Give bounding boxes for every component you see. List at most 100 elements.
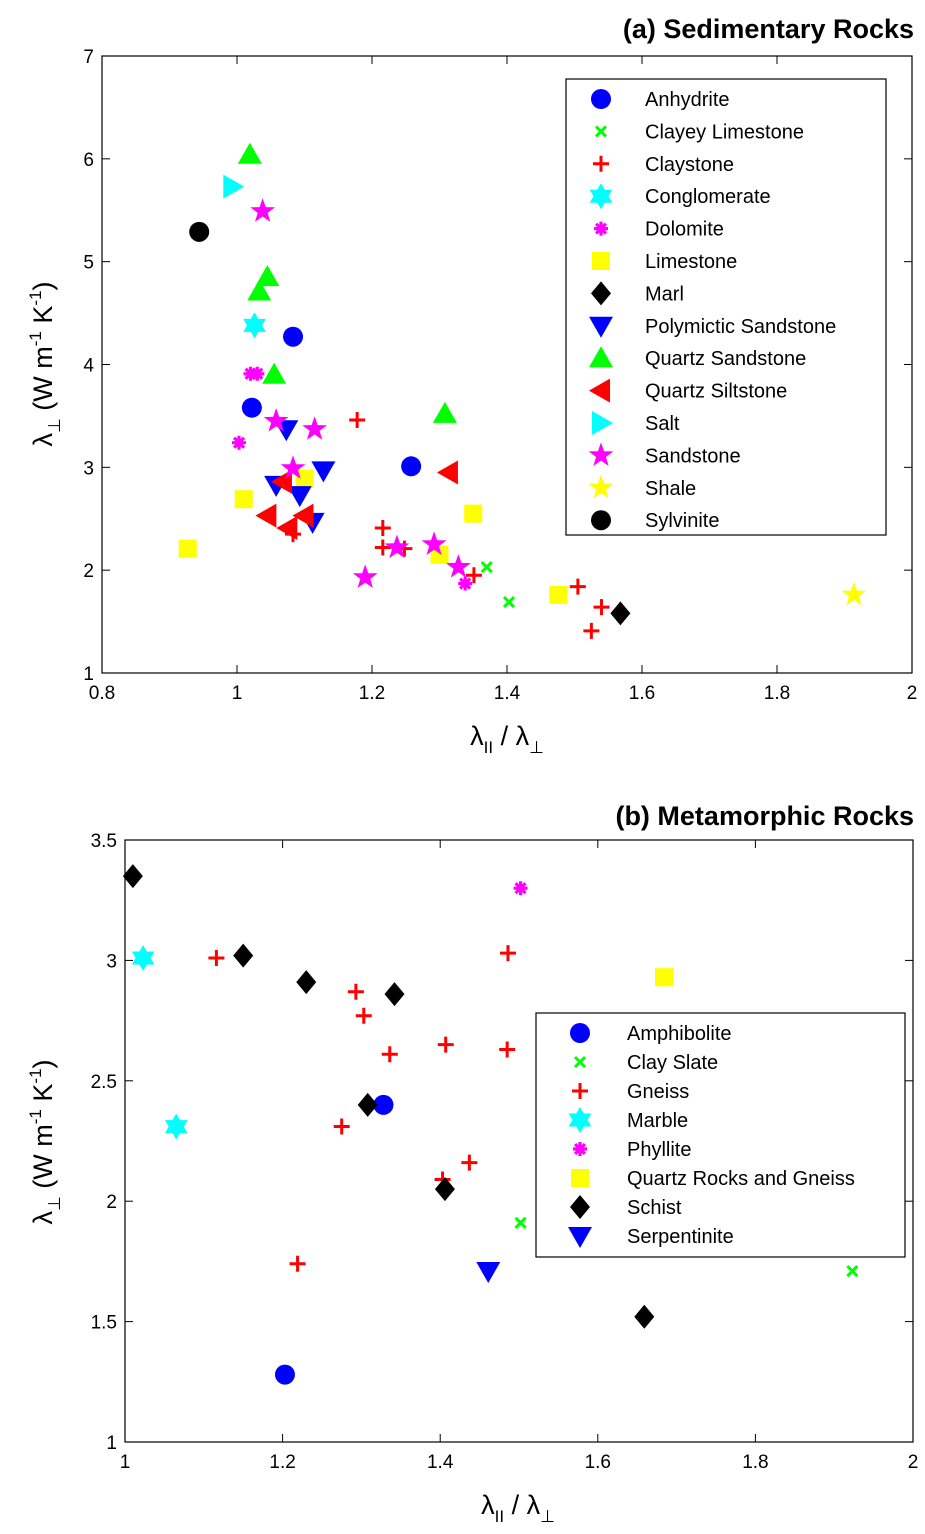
chart-a-legend-marker-shale bbox=[588, 474, 614, 499]
chart-b-point-amphibolite bbox=[274, 1364, 295, 1385]
chart-a-point-quartz-sandstone bbox=[432, 401, 457, 423]
chart-a-point-limestone bbox=[549, 585, 568, 604]
chart-a-legend-marker-sandstone bbox=[588, 442, 614, 466]
chart-b-point-schist bbox=[384, 982, 405, 1007]
chart-a-point-limestone bbox=[178, 539, 197, 558]
chart-a-point-claystone bbox=[583, 622, 600, 639]
chart-b-point-gneiss bbox=[355, 1007, 372, 1024]
chart-a-legend-label-sandstone: Sandstone bbox=[645, 445, 741, 467]
chart-a-point-dolomite bbox=[232, 435, 246, 450]
chart-a-legend-label-quartz-sandstone: Quartz Sandstone bbox=[645, 348, 806, 370]
chart-a-point-quartz-siltstone bbox=[436, 460, 458, 485]
chart-a-point-polymictic-sandstone bbox=[287, 486, 312, 508]
chart-a-point-sandstone bbox=[352, 564, 378, 588]
chart-metamorphic: (b) Metamorphic Rocks 1 1.2 1.4 1.6 1.8 2 1 1.5… bbox=[26, 801, 918, 1526]
chart-b-legend-marker-gneiss bbox=[572, 1083, 588, 1099]
chart-a-point-sandstone bbox=[302, 416, 327, 440]
chart-a-point-quartz-siltstone bbox=[292, 503, 314, 528]
chart-a-legend: Anhydrite Clayey Limestone Claystone Conglo… bbox=[565, 78, 887, 536]
chart-a-point-conglomerate bbox=[243, 312, 266, 339]
chart-a-point-claystone bbox=[593, 599, 610, 616]
chart-b-legend-label-amphibolite: Amphibolite bbox=[627, 1023, 732, 1045]
chart-b-point-marble bbox=[131, 945, 155, 971]
chart-a-point-quartz-siltstone bbox=[255, 503, 277, 528]
chart-b-legend-marker-serpentinite bbox=[568, 1227, 592, 1248]
chart-b-points bbox=[122, 864, 859, 1385]
chart-b-legend-label-gneiss: Gneiss bbox=[627, 1081, 689, 1103]
chart-a-y-tick-label: 4 bbox=[83, 356, 94, 377]
chart-sedimentary: (a) Sedimentary Rocks 0.8 1 1.2 1.4 1.6 1.8 21… bbox=[26, 14, 917, 757]
chart-a-legend-marker-marl bbox=[591, 281, 611, 306]
chart-b-x-tick-label: 1.2 bbox=[269, 1452, 295, 1473]
chart-b-x-tick-label: 1 bbox=[120, 1452, 131, 1473]
chart-b-x-tick-label: 1.6 bbox=[585, 1452, 611, 1473]
chart-a-legend-marker-conglomerate bbox=[589, 183, 613, 210]
chart-a-legend-marker-limestone bbox=[592, 252, 610, 270]
chart-a-point-claystone bbox=[374, 520, 391, 537]
chart-a-legend-marker-sylvinite bbox=[591, 510, 611, 531]
chart-b-point-gneiss bbox=[437, 1036, 454, 1053]
chart-a-legend-marker-polymictic-sandstone bbox=[589, 316, 613, 338]
chart-b-legend: Amphibolite Clay Slate Gneiss Marble Phyllit… bbox=[535, 1012, 906, 1258]
chart-b-x-tick-label: 2 bbox=[908, 1452, 919, 1473]
chart-b-y-tick-label: 2 bbox=[106, 1192, 117, 1213]
chart-a-y-axis-label: λ⊥ (W m-1 K-1) bbox=[26, 281, 64, 446]
chart-b-legend-marker-phyllite bbox=[573, 1142, 587, 1156]
chart-a-point-marl bbox=[610, 601, 631, 626]
chart-b-legend-marker-marble bbox=[568, 1107, 592, 1133]
chart-b-y-tick-label: 3 bbox=[106, 951, 117, 972]
chart-b-legend-marker-schist bbox=[570, 1195, 590, 1219]
chart-b-point-schist bbox=[634, 1304, 655, 1329]
chart-a-x-tick-label: 1.6 bbox=[629, 683, 655, 704]
chart-b-point-marble bbox=[165, 1113, 188, 1140]
chart-a-point-limestone bbox=[295, 469, 314, 488]
chart-a-legend-label-conglomerate: Conglomerate bbox=[645, 186, 771, 208]
chart-a-point-clayey-limestone bbox=[502, 595, 516, 609]
chart-b-y-tick-label: 1.5 bbox=[91, 1313, 117, 1334]
chart-a-point-anhydrite bbox=[401, 456, 422, 477]
chart-a-point-quartz-sandstone bbox=[237, 142, 262, 164]
chart-b-title: (b) Metamorphic Rocks bbox=[615, 801, 914, 831]
chart-a-point-quartz-sandstone bbox=[247, 279, 272, 301]
chart-a-point-claystone bbox=[569, 578, 586, 595]
chart-a-x-tick-label: 2 bbox=[907, 683, 918, 704]
chart-b-point-amphibolite bbox=[373, 1094, 394, 1115]
chart-b-point-serpentinite bbox=[476, 1262, 501, 1284]
chart-b-point-schist bbox=[233, 943, 254, 968]
chart-a-point-clayey-limestone bbox=[480, 561, 493, 574]
chart-b-legend-label-clay-slate: Clay Slate bbox=[627, 1052, 718, 1074]
chart-a-point-limestone bbox=[464, 504, 483, 523]
chart-b-legend-box bbox=[535, 1012, 906, 1258]
chart-a-point-quartz-sandstone bbox=[255, 265, 280, 287]
chart-a-legend-label-polymictic-sandstone: Polymictic Sandstone bbox=[645, 316, 836, 338]
chart-a-y-tick-label: 5 bbox=[83, 253, 94, 274]
chart-a-point-sandstone bbox=[446, 554, 471, 578]
chart-b-point-gneiss bbox=[333, 1118, 350, 1135]
chart-b-point-gneiss bbox=[289, 1255, 306, 1272]
chart-a-y-tick-label: 7 bbox=[83, 47, 94, 68]
chart-a-x-tick-label: 1.2 bbox=[359, 683, 385, 704]
chart-b-x-tick-label: 1.4 bbox=[427, 1452, 454, 1473]
chart-a-legend-marker-claystone bbox=[593, 155, 609, 172]
chart-a-legend-label-limestone: Limestone bbox=[645, 251, 737, 273]
chart-b-ticks: 1 1.2 1.4 1.6 1.8 2 1 1.5 2 2.5 3 3.5 bbox=[91, 831, 919, 1473]
chart-a-y-tick-label: 3 bbox=[83, 458, 94, 479]
chart-b-point-phyllite bbox=[513, 881, 528, 896]
chart-a-point-sandstone bbox=[280, 455, 306, 479]
chart-a-point-anhydrite bbox=[241, 397, 262, 418]
chart-b-point-schist bbox=[357, 1092, 378, 1117]
chart-a-legend-box bbox=[565, 78, 887, 536]
chart-a-y-tick-label: 1 bbox=[83, 664, 94, 685]
chart-a-point-shale bbox=[841, 581, 867, 606]
chart-a-point-dolomite bbox=[250, 366, 265, 381]
chart-b-x-axis-label: λII / λ⊥ bbox=[481, 1490, 555, 1526]
chart-a-point-claystone bbox=[465, 567, 482, 584]
chart-b-legend-label-phyllite: Phyllite bbox=[627, 1139, 691, 1161]
chart-a-legend-label-clayey-limestone: Clayey Limestone bbox=[645, 121, 804, 143]
chart-b-y-tick-label: 2.5 bbox=[91, 1072, 117, 1093]
chart-a-legend-marker-dolomite bbox=[594, 221, 608, 236]
chart-a-legend-label-sylvinite: Sylvinite bbox=[645, 510, 719, 532]
